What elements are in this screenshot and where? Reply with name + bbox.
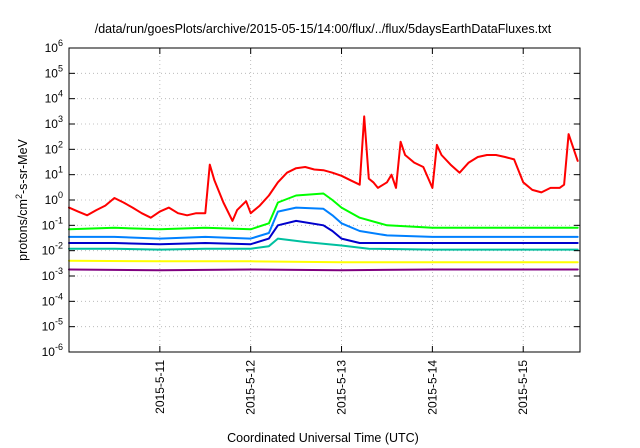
y-axis-label-suffix: -s-sr-MeV xyxy=(16,138,30,194)
y-tick-label: 100 xyxy=(45,190,63,207)
y-tick-label-exponent: -3 xyxy=(55,266,63,276)
y-axis-label-sup: 2 xyxy=(14,194,24,199)
series-line-5 xyxy=(68,237,579,251)
y-tick-label-exponent: -2 xyxy=(55,241,63,251)
y-tick-label: 106 xyxy=(45,38,63,55)
chart-title: /data/run/goesPlots/archive/2015-05-15/1… xyxy=(95,22,552,36)
y-tick-label: 10-3 xyxy=(42,266,63,283)
series-line-4 xyxy=(68,219,579,246)
y-tick-label-exponent: -6 xyxy=(55,342,63,352)
y-tick-label: 101 xyxy=(45,165,63,182)
y-tick-label-base: 10 xyxy=(45,142,59,156)
y-tick-label-base: 10 xyxy=(42,244,56,258)
y-tick-label-base: 10 xyxy=(42,269,56,283)
y-tick-label-base: 10 xyxy=(45,193,59,207)
y-tick-label-base: 10 xyxy=(45,168,59,182)
y-tick-label: 104 xyxy=(45,89,63,106)
y-tick-label-base: 10 xyxy=(45,41,59,55)
x-tick-label: 2015-5-11 xyxy=(153,360,167,414)
series-line-1 xyxy=(68,115,579,222)
grid xyxy=(69,48,580,352)
y-tick-label: 10-5 xyxy=(42,317,63,334)
x-tick-label: 2015-5-15 xyxy=(516,360,530,415)
x-tick-label: 2015-5-14 xyxy=(425,360,439,415)
series-line-7 xyxy=(68,268,579,272)
y-tick-label-base: 10 xyxy=(42,294,56,308)
y-tick-label-exponent: -4 xyxy=(55,291,63,301)
y-tick-label-base: 10 xyxy=(45,117,59,131)
series-line-2 xyxy=(68,192,579,231)
y-tick-label-exponent: 1 xyxy=(58,165,63,175)
y-tick-label-base: 10 xyxy=(42,218,56,232)
y-tick-label-base: 10 xyxy=(45,66,59,80)
series-layer xyxy=(68,115,579,272)
y-tick-label-exponent: 4 xyxy=(58,89,63,99)
y-tick-label-exponent: 5 xyxy=(58,63,63,73)
y-axis-label-prefix: protons/cm xyxy=(16,199,30,261)
y-tick-label-exponent: 2 xyxy=(58,139,63,149)
x-tick-label: 2015-5-12 xyxy=(244,360,258,415)
y-tick-label-base: 10 xyxy=(42,345,56,359)
y-tick-label: 10-6 xyxy=(42,342,63,359)
y-tick-label-exponent: -1 xyxy=(55,215,63,225)
y-tick-label: 102 xyxy=(45,139,63,156)
y-tick-label: 10-2 xyxy=(42,241,63,258)
y-tick-label: 10-1 xyxy=(42,215,63,232)
y-axis-label: protons/cm2-s-sr-MeV xyxy=(14,138,30,260)
y-tick-label-exponent: 0 xyxy=(58,190,63,200)
y-tick-label-exponent: -5 xyxy=(55,317,63,327)
x-tick-label: 2015-5-13 xyxy=(335,360,349,415)
y-tick-label: 103 xyxy=(45,114,63,131)
y-tick-label-base: 10 xyxy=(42,320,56,334)
y-tick-label: 10-4 xyxy=(42,291,63,308)
axis-ticks: 10-610-510-410-310-210-11001011021031041… xyxy=(42,38,580,415)
x-axis-label: Coordinated Universal Time (UTC) xyxy=(227,431,419,445)
y-tick-label-exponent: 6 xyxy=(58,38,63,48)
y-tick-label-exponent: 3 xyxy=(58,114,63,124)
y-tick-label: 105 xyxy=(45,63,63,80)
series-line-3 xyxy=(68,206,579,240)
y-tick-label-base: 10 xyxy=(45,92,59,106)
series-line-6 xyxy=(68,259,579,264)
